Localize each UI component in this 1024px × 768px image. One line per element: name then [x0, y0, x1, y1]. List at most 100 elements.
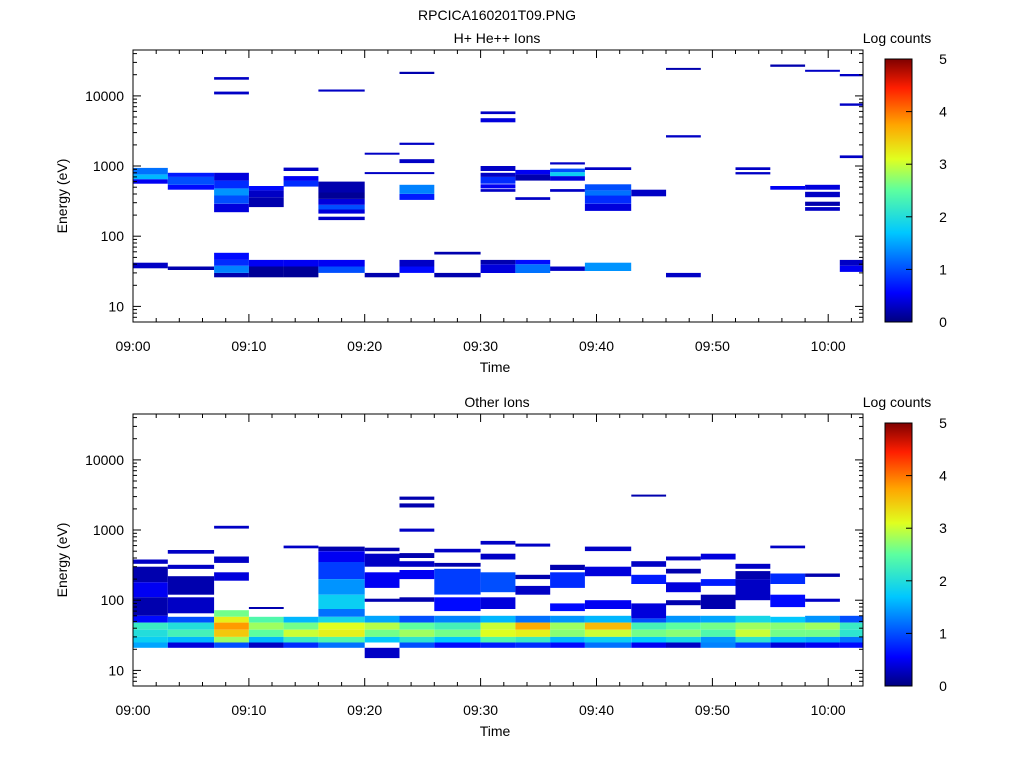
- heatmap-cell: [550, 642, 585, 648]
- heatmap-cell: [283, 167, 319, 171]
- colorbar-tick-label: 3: [939, 520, 947, 536]
- heatmap-cell: [550, 266, 585, 271]
- heatmap-cell: [318, 609, 365, 617]
- heatmap-cell: [434, 568, 481, 595]
- heatmap-cell: [364, 636, 400, 643]
- heatmap-cell: [167, 550, 215, 554]
- heatmap-cell: [214, 622, 249, 630]
- heatmap-cell: [515, 259, 551, 265]
- heatmap-cell: [399, 259, 435, 267]
- heatmap-cell: [318, 622, 365, 630]
- panel-title: Other Ions: [464, 394, 529, 410]
- heatmap-cell: [214, 172, 249, 181]
- x-tick-label: 09:20: [347, 702, 382, 718]
- heatmap-cell: [283, 629, 319, 637]
- y-tick-label: 1000: [93, 158, 124, 174]
- heatmap-cell: [550, 168, 585, 173]
- heatmap-cell: [839, 622, 863, 630]
- x-tick-label: 10:00: [811, 702, 846, 718]
- heatmap-cell: [318, 198, 365, 205]
- heatmap-cell: [318, 546, 365, 552]
- heatmap-cell: [214, 525, 249, 529]
- heatmap-cell: [133, 642, 168, 648]
- heatmap-cell: [550, 172, 585, 177]
- heatmap-cell: [805, 184, 840, 190]
- heatmap-cell: [480, 118, 516, 123]
- heatmap-cell: [399, 570, 435, 580]
- colorbar-tick-label: 5: [939, 51, 947, 67]
- heatmap-cell: [434, 562, 481, 567]
- heatmap-cell: [839, 155, 863, 159]
- heatmap-cell: [399, 622, 435, 630]
- heatmap-cell: [805, 598, 840, 602]
- heatmap-cell: [318, 259, 365, 267]
- heatmap-cell: [399, 636, 435, 643]
- heatmap-cell: [399, 528, 435, 532]
- heatmap-cell: [515, 264, 551, 273]
- heatmap-cell: [770, 629, 806, 637]
- heatmap-cell: [318, 642, 365, 648]
- heatmap-cell: [248, 190, 284, 198]
- figure-title: RPCICA160201T09.PNG: [418, 7, 576, 23]
- x-tick-label: 09:10: [231, 702, 266, 718]
- heatmap-cell: [666, 272, 701, 278]
- heatmap-cell: [550, 564, 585, 570]
- heatmap-cell: [248, 266, 284, 278]
- heatmap-cell: [399, 561, 435, 567]
- y-tick-label: 10000: [85, 452, 124, 468]
- colorbar-tick-label: 3: [939, 156, 947, 172]
- heatmap-cell: [666, 622, 701, 630]
- colorbar-tick-label: 5: [939, 415, 947, 431]
- heatmap-cell: [770, 545, 806, 549]
- heatmap-cell: [214, 642, 249, 648]
- y-tick-label: 10000: [85, 88, 124, 104]
- heatmap-cell: [318, 562, 365, 580]
- heatmap-cell: [584, 600, 632, 609]
- heatmap-cell: [805, 615, 840, 623]
- heatmap-cell: [805, 642, 840, 648]
- heatmap-cell: [214, 259, 249, 266]
- heatmap-cell: [167, 564, 215, 569]
- heatmap-cell: [248, 636, 284, 643]
- colorbar-tick-label: 0: [939, 314, 947, 330]
- heatmap-cell: [700, 629, 736, 637]
- heatmap-cell: [515, 622, 551, 630]
- heatmap-cell: [735, 579, 771, 601]
- heatmap-cell: [318, 636, 365, 643]
- heatmap-cell: [735, 622, 771, 630]
- heatmap-cell: [584, 262, 632, 271]
- heatmap-cell: [318, 616, 365, 623]
- heatmap-cell: [770, 573, 806, 584]
- heatmap-cell: [805, 191, 840, 198]
- heatmap-cell: [283, 545, 319, 549]
- heatmap-cell: [584, 566, 632, 577]
- heatmap-cell: [735, 642, 771, 648]
- heatmap-cell: [839, 103, 863, 106]
- heatmap-cells: [133, 64, 863, 278]
- heatmap-cell: [584, 636, 632, 643]
- heatmap-cell: [480, 264, 516, 273]
- heatmap-cell: [770, 594, 806, 608]
- heatmap-cell: [480, 572, 516, 593]
- heatmap-cells: [133, 494, 863, 659]
- colorbar-tick-label: 4: [939, 468, 947, 484]
- heatmap-cell: [399, 266, 435, 273]
- x-tick-label: 09:50: [695, 702, 730, 718]
- x-tick-label: 09:40: [579, 338, 614, 354]
- heatmap-cell: [434, 548, 481, 553]
- heatmap-cell: [666, 642, 701, 648]
- colorbar-tick-label: 1: [939, 625, 947, 641]
- heatmap-cell: [214, 556, 249, 563]
- x-tick-label: 10:00: [811, 338, 846, 354]
- colorbar-tick-label: 4: [939, 104, 947, 120]
- heatmap-cell: [631, 622, 667, 630]
- heatmap-cell: [550, 176, 585, 181]
- heatmap-cell: [283, 266, 319, 278]
- y-axis-label: Energy (eV): [54, 523, 70, 598]
- plot-frame: [132, 413, 864, 687]
- colorbar-label: Log counts: [863, 394, 932, 410]
- x-tick-label: 09:30: [463, 338, 498, 354]
- heatmap-cell: [167, 622, 215, 630]
- panel-title: H+ He++ Ions: [454, 30, 541, 46]
